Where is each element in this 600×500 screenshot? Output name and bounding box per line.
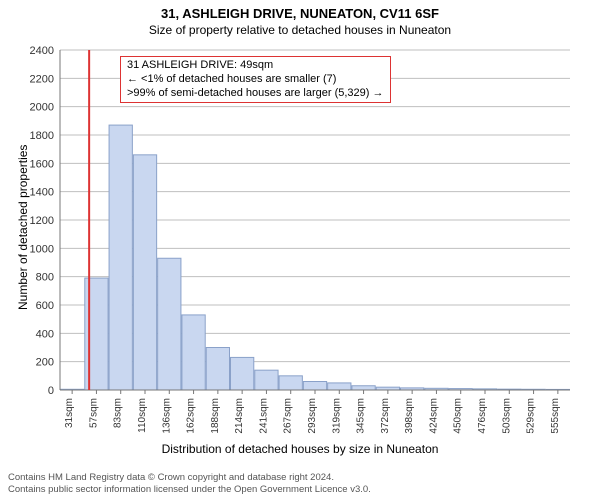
svg-text:110sqm: 110sqm — [137, 398, 148, 433]
bar — [328, 383, 351, 390]
svg-text:200: 200 — [36, 357, 54, 369]
bar — [255, 370, 278, 390]
bar — [352, 386, 375, 390]
svg-text:503sqm: 503sqm — [501, 398, 512, 434]
y-axis-label: Number of detached properties — [16, 145, 30, 310]
svg-text:319sqm: 319sqm — [331, 398, 342, 434]
svg-text:31sqm: 31sqm — [64, 398, 75, 428]
bar — [158, 258, 181, 390]
svg-text:476sqm: 476sqm — [477, 398, 488, 434]
svg-text:1200: 1200 — [30, 215, 54, 227]
svg-text:0: 0 — [48, 385, 54, 397]
svg-text:136sqm: 136sqm — [161, 398, 172, 434]
bar — [231, 357, 254, 390]
credits: Contains HM Land Registry data © Crown c… — [8, 472, 371, 496]
svg-text:2400: 2400 — [30, 45, 54, 57]
svg-text:345sqm: 345sqm — [356, 398, 367, 434]
svg-text:214sqm: 214sqm — [234, 398, 245, 434]
bar — [182, 315, 205, 390]
svg-text:555sqm: 555sqm — [550, 398, 561, 434]
svg-text:162sqm: 162sqm — [186, 398, 197, 434]
svg-text:267sqm: 267sqm — [283, 398, 294, 434]
svg-text:600: 600 — [36, 300, 54, 312]
svg-text:529sqm: 529sqm — [526, 398, 537, 434]
svg-text:1400: 1400 — [30, 187, 54, 199]
annotation-line3: >99% of semi-detached houses are larger … — [127, 87, 384, 101]
bar — [109, 125, 132, 390]
svg-text:2200: 2200 — [30, 73, 54, 85]
bar — [133, 155, 156, 390]
svg-text:1800: 1800 — [30, 130, 54, 142]
svg-text:2000: 2000 — [30, 102, 54, 114]
svg-text:57sqm: 57sqm — [88, 398, 99, 428]
svg-text:241sqm: 241sqm — [258, 398, 269, 434]
bar — [279, 376, 302, 390]
svg-text:293sqm: 293sqm — [307, 398, 318, 434]
svg-text:188sqm: 188sqm — [210, 398, 221, 434]
bar — [303, 382, 326, 391]
credits-line1: Contains HM Land Registry data © Crown c… — [8, 472, 371, 484]
credits-line2: Contains public sector information licen… — [8, 484, 371, 496]
svg-text:400: 400 — [36, 328, 54, 340]
svg-text:800: 800 — [36, 272, 54, 284]
bar — [206, 348, 229, 391]
svg-text:424sqm: 424sqm — [428, 398, 439, 434]
x-axis-label: Distribution of detached houses by size … — [0, 442, 600, 456]
annotation-line2: ← <1% of detached houses are smaller (7) — [127, 73, 384, 87]
svg-text:450sqm: 450sqm — [453, 398, 464, 434]
annotation-box: 31 ASHLEIGH DRIVE: 49sqm ← <1% of detach… — [120, 56, 391, 103]
svg-text:1000: 1000 — [30, 243, 54, 255]
svg-text:398sqm: 398sqm — [404, 398, 415, 434]
svg-text:372sqm: 372sqm — [380, 398, 391, 434]
annotation-line1: 31 ASHLEIGH DRIVE: 49sqm — [127, 59, 384, 73]
svg-text:1600: 1600 — [30, 158, 54, 170]
svg-text:83sqm: 83sqm — [113, 398, 124, 428]
